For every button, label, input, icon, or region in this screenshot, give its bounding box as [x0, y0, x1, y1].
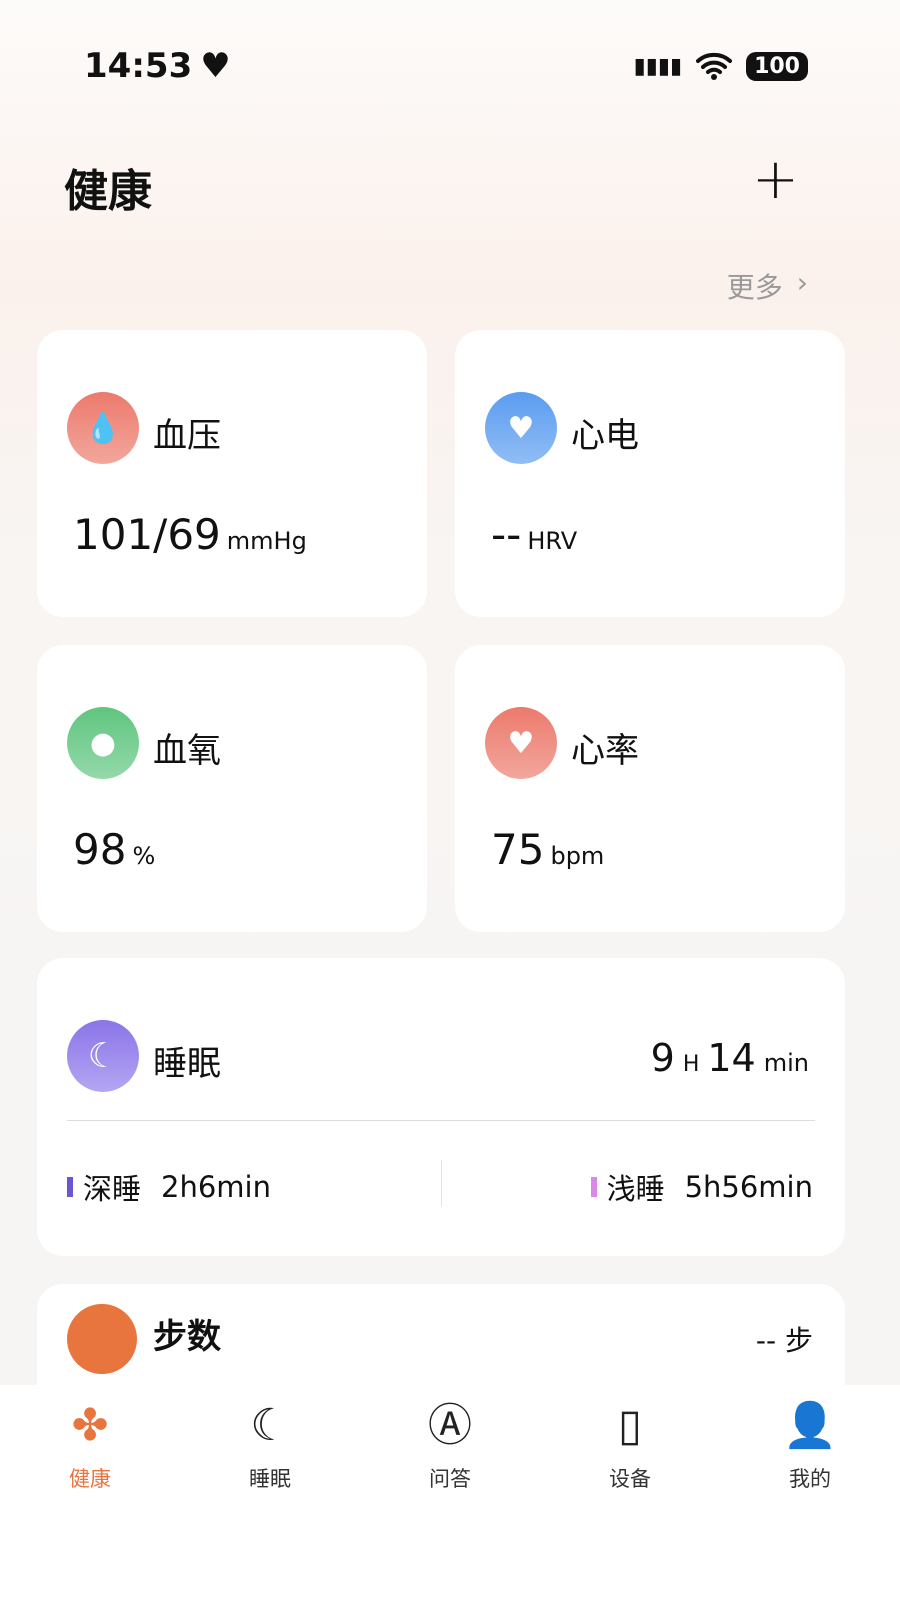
divider-vertical [441, 1160, 442, 1206]
metric-value: 75 bpm [491, 825, 605, 874]
card-title: 睡眠 [153, 1044, 221, 1084]
battery-indicator: 100 [746, 51, 808, 81]
metric-value: 98% [73, 825, 156, 874]
signal-icon: ▮▮▮▮ [633, 53, 683, 79]
clover-icon: ✤ [71, 1400, 109, 1451]
nav-item-clover[interactable]: ✤ 健康 [69, 1400, 111, 1492]
sleep-card[interactable]: ☾ 睡眠 9 H 14 min 深睡 2h6min 浅睡 5h56min [37, 958, 845, 1256]
metric-value: 101/69 mmHg [73, 510, 307, 559]
heart-icon: ♥ [200, 46, 231, 86]
oxygen-drop-icon: ● [67, 707, 139, 779]
card-title: 心电 [571, 416, 639, 456]
divider [67, 1120, 815, 1121]
metric-card[interactable]: 💧 血压 101/69 mmHg [37, 330, 427, 617]
bottom-nav: ✤ 健康 ☾ 睡眠 Ⓐ 问答 ▯ 设备 👤 我的 [0, 1385, 900, 1600]
wifi-icon [696, 52, 733, 80]
sleep-total: 9 H 14 min [650, 1036, 809, 1080]
card-title: 血氧 [153, 731, 221, 771]
clock: 14:53 [84, 46, 193, 86]
light-sleep: 浅睡 5h56min [590, 1166, 813, 1208]
deep-sleep: 深睡 2h6min [67, 1166, 271, 1208]
more-link[interactable]: 更多 › [726, 266, 808, 304]
nav-item-user[interactable]: 👤 我的 [782, 1400, 838, 1492]
card-title: 心率 [571, 731, 639, 771]
moon-icon: ☾ [250, 1400, 290, 1451]
nav-item-ai-chat[interactable]: Ⓐ 问答 [428, 1400, 472, 1492]
ai-chat-icon: Ⓐ [428, 1400, 472, 1451]
metric-card[interactable]: ● 血氧 98% [37, 645, 427, 932]
sleep-moon-icon: ☾ [67, 1020, 139, 1092]
heart-rate-icon: ♥ [485, 707, 557, 779]
user-icon: 👤 [782, 1400, 838, 1451]
metric-card[interactable]: ♥ 心率 75 bpm [455, 645, 845, 932]
blood-drop-icon: 💧 [67, 392, 139, 464]
metric-card[interactable]: ♥ 心电 -- HRV [455, 330, 845, 617]
ecg-heart-icon: ♥ [485, 392, 557, 464]
watch-icon: ▯ [617, 1400, 643, 1451]
page-title: 健康 [64, 166, 152, 217]
steps-icon [67, 1304, 137, 1374]
status-bar: 14:53 ♥ ▮▮▮▮ 100 [84, 44, 808, 88]
card-title: 血压 [153, 416, 221, 456]
add-button[interactable]: + [752, 147, 799, 212]
metric-value: -- HRV [491, 510, 578, 559]
nav-item-watch[interactable]: ▯ 设备 [609, 1400, 651, 1492]
nav-item-moon[interactable]: ☾ 睡眠 [249, 1400, 291, 1492]
card-title: 步数 [153, 1317, 221, 1357]
chevron-right-icon: › [796, 266, 808, 299]
steps-value: -- 步 [755, 1324, 813, 1357]
